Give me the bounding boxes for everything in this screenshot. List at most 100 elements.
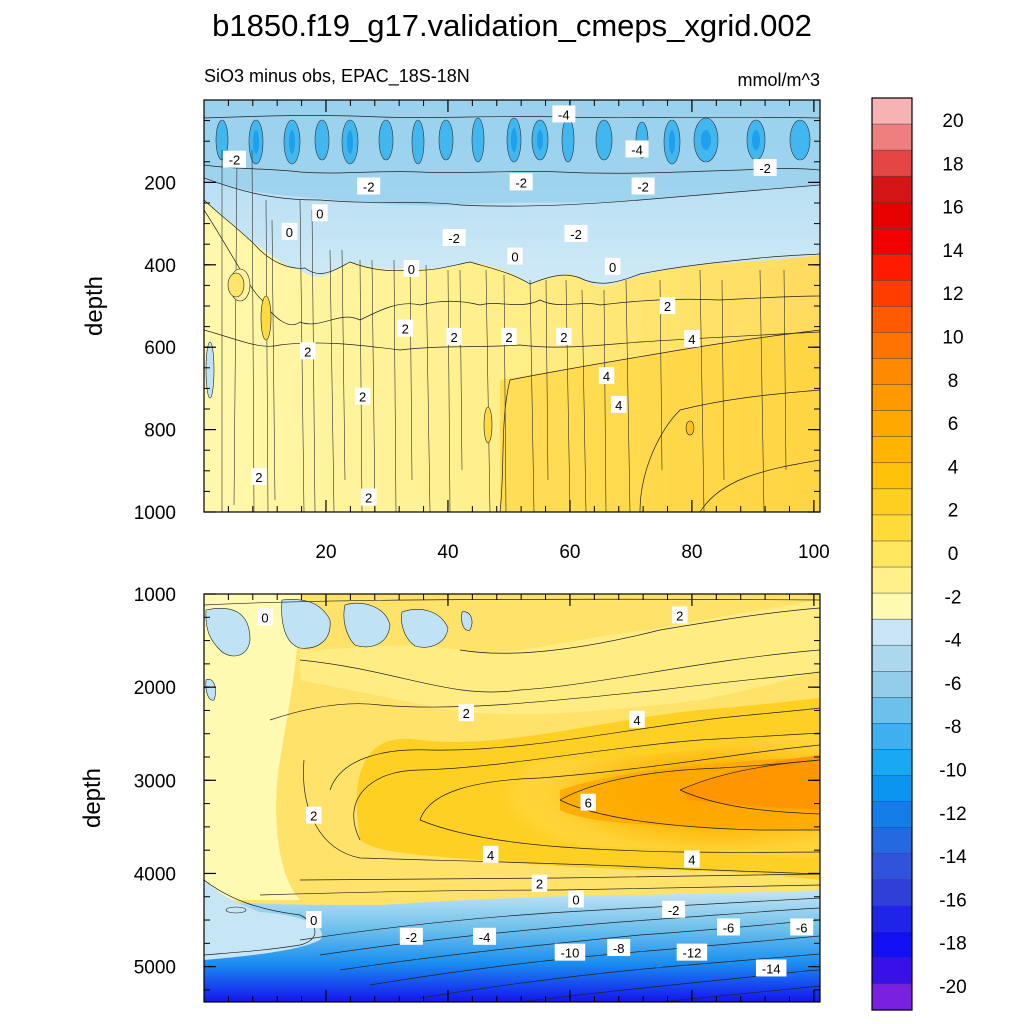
contour-label-box <box>458 704 475 722</box>
lower-contour-label: 0 <box>568 890 584 908</box>
contour-label-box <box>257 608 273 626</box>
contour-label-text: -14 <box>762 961 781 976</box>
colorbar-label: 2 <box>948 501 959 522</box>
lower-y-tick-label: 5000 <box>134 958 176 979</box>
upper-contour-label: -2 <box>357 177 381 195</box>
upper-contour-label: -2 <box>753 158 777 176</box>
contour-label-text: -6 <box>723 920 735 935</box>
contour-label-box <box>473 927 497 945</box>
upper-contour-label: 2 <box>360 488 377 506</box>
contour-label-text: 2 <box>304 344 311 359</box>
colorbar-swatch <box>871 671 913 698</box>
colorbar-swatch <box>871 644 913 672</box>
lower-contour-label: -14 <box>755 959 787 977</box>
upper-contour-label: 2 <box>354 387 371 405</box>
colorbar-swatch <box>871 827 913 855</box>
contour-label-box <box>299 342 316 360</box>
contour-label-text: 2 <box>359 390 366 405</box>
colorbar-swatch <box>871 983 913 1011</box>
contour-label-box <box>554 943 586 961</box>
colorbar-swatch <box>871 149 913 177</box>
upper-x-tick-label: 40 <box>437 542 458 563</box>
contour-label-box <box>442 229 466 247</box>
lower-contour-label: 4 <box>684 850 700 868</box>
contour-label-text: 4 <box>615 398 622 413</box>
colorbar-frame <box>871 97 913 1011</box>
contour-label-box <box>222 150 246 168</box>
lower-contour-label: -2 <box>399 927 423 945</box>
contour-label-box <box>659 297 676 314</box>
contour-label-text: 4 <box>603 369 610 384</box>
chart-subtitle-left: SiO3 minus obs, EPAC_18S-18N <box>204 66 470 87</box>
colorbar-swatch <box>871 957 913 985</box>
contour-label-text: -2 <box>637 180 649 195</box>
contour-label-box <box>306 806 322 824</box>
contour-label-box <box>717 918 741 936</box>
lower-contour-labels: 0 2 2 4 2 6 4 4 2 0 -2 0 -2 -4 -6 -6 -10 -8 -12 -14 <box>257 606 814 977</box>
upper-y-tick-label: 400 <box>144 256 176 277</box>
contour-label-box <box>755 959 787 977</box>
contour-label-text: 6 <box>585 796 592 811</box>
colorbar-label: 6 <box>948 414 959 435</box>
colorbar-swatch <box>871 201 913 229</box>
upper-contour-label: 2 <box>659 297 676 314</box>
contour-label-box <box>507 247 523 265</box>
contour-label-text: 2 <box>365 491 372 506</box>
colorbar-label: -2 <box>945 587 962 608</box>
contour-label-box <box>629 710 645 728</box>
lower-contour-label: -12 <box>676 943 708 961</box>
contour-label-box <box>684 850 700 868</box>
upper-contour-label: 0 <box>507 247 523 265</box>
lower-y-axis-label: depth <box>79 768 106 828</box>
contour-label-box <box>662 900 686 918</box>
contour-label-box <box>580 793 596 811</box>
contour-label-box <box>446 327 462 345</box>
colorbar-swatch <box>871 618 913 646</box>
upper-contour-label: -2 <box>631 177 655 195</box>
colorbar: 20181614121086420-2-4-6-8-10-12-14-16-18… <box>871 97 967 1011</box>
lower-contour-label: 2 <box>458 704 475 722</box>
contour-label-text: 0 <box>310 913 317 928</box>
contour-label-text: -2 <box>229 153 241 168</box>
lower-plot-frame <box>203 593 821 1003</box>
contour-label-box <box>556 327 572 345</box>
colorbar-label: 14 <box>942 241 964 262</box>
contour-label-box <box>501 327 517 345</box>
upper-x-tick-label: 60 <box>559 542 580 563</box>
colorbar-label: -4 <box>945 631 962 652</box>
colorbar-swatch <box>871 566 913 594</box>
upper-contour-label: -4 <box>625 140 649 158</box>
contour-label-box <box>399 927 423 945</box>
lower-contour-label: 2 <box>531 874 548 892</box>
upper-contour-labels: -2 -4 -4 -2 -2 -2 -2 0 0 -2 -2 0 0 0 2 2 2 2 2 4 2 4 2 4 2 2 <box>222 105 777 506</box>
contour-label-text: -2 <box>448 231 460 246</box>
contour-label-box <box>281 222 298 240</box>
colorbar-label: -8 <box>945 717 962 738</box>
colorbar-label: -12 <box>939 804 966 825</box>
lower-panel: 1000 2000 3000 4000 5000 0 2 2 4 2 6 4 4 2 0 -2 0 -2 -4 -6… <box>79 585 821 1003</box>
contour-label-box <box>607 938 631 956</box>
contour-label-box <box>357 177 381 195</box>
contour-label-box <box>671 606 688 624</box>
contour-label-text: -10 <box>561 946 580 961</box>
colorbar-swatch <box>871 801 913 829</box>
contour-label-box <box>552 105 576 123</box>
colorbar-label: 10 <box>942 328 963 349</box>
contour-label-box <box>684 329 700 347</box>
contour-label-box <box>360 488 377 506</box>
contour-label-box <box>625 140 649 158</box>
upper-x-axis: 20 40 60 80 100 <box>227 100 830 563</box>
colorbar-label: 8 <box>948 371 959 392</box>
contour-label-text: -4 <box>631 142 643 157</box>
lower-contour-label: 6 <box>580 793 596 811</box>
colorbar-swatch <box>871 384 913 412</box>
contour-label-text: -12 <box>683 946 702 961</box>
contour-label-text: 0 <box>408 262 415 277</box>
contour-label-text: 4 <box>633 713 640 728</box>
colorbar-swatch <box>871 410 913 438</box>
upper-contour-label: 0 <box>312 204 328 222</box>
colorbar-swatch <box>871 749 913 777</box>
